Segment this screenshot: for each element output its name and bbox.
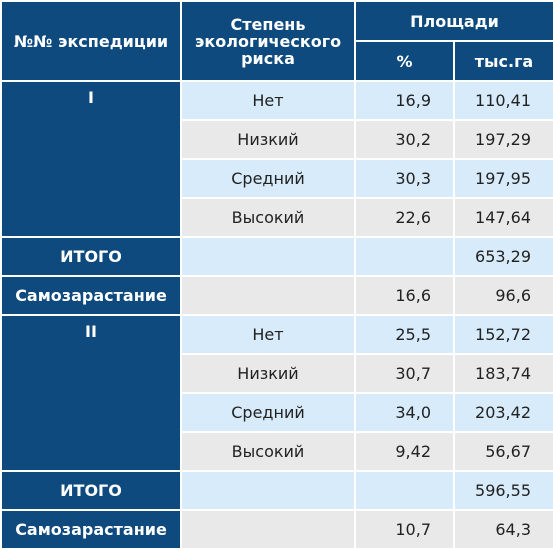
risk-level: Высокий [180,197,356,238]
risk-level: Низкий [180,353,356,394]
percent-value: 16,9 [354,80,455,121]
regrowth-label: Самозарастание [0,509,182,550]
table-row: Высокий 22,6 147,64 [1,197,553,238]
risk-level: Высокий [180,431,356,472]
header-thousand-ha: тыс.га [453,40,553,82]
percent-value: 22,6 [354,197,455,238]
percent-value: 30,7 [354,353,455,394]
area-value: 183,74 [453,353,553,394]
empty-cell [180,236,356,277]
expedition-number: II [0,314,182,472]
total-row: ИТОГО 596,55 [0,470,553,511]
percent-value: 10,7 [354,509,455,550]
table-row: I Нет 16,9 110,41 [0,80,553,238]
total-row: ИТОГО 653,29 [0,236,553,277]
area-value: 203,42 [453,392,553,433]
total-label: ИТОГО [0,236,182,277]
area-value: 197,95 [453,158,553,199]
header-risk-level: Степень экологического риска [180,0,356,82]
risk-level: Средний [180,392,356,433]
empty-cell [180,275,356,316]
table-row: Низкий 30,7 183,74 [1,353,553,394]
empty-cell [354,470,455,511]
area-value: 110,41 [453,80,553,121]
table-row: Средний 30,3 197,95 [1,158,553,199]
header-expedition: №№ экспедиции [0,0,182,82]
empty-cell [180,509,356,550]
area-value: 64,3 [453,509,553,550]
percent-value: 25,5 [354,314,455,355]
area-value: 152,72 [453,314,553,355]
regrowth-row: Самозарастание 16,6 96,6 [0,275,553,316]
risk-level: Нет [180,314,356,355]
table-row: Низкий 30,2 197,29 [1,119,553,160]
empty-cell [180,470,356,511]
risk-level: Низкий [180,119,356,160]
percent-value: 30,3 [354,158,455,199]
percent-value: 30,2 [354,119,455,160]
regrowth-label: Самозарастание [0,275,182,316]
area-value: 197,29 [453,119,553,160]
empty-cell [354,236,455,277]
risk-level: Средний [180,158,356,199]
header-area: Площади [354,0,553,42]
area-value: 147,64 [453,197,553,238]
expedition-number: I [0,80,182,238]
regrowth-row: Самозарастание 10,7 64,3 [0,509,553,550]
total-label: ИТОГО [0,470,182,511]
total-area-value: 653,29 [453,236,553,277]
area-value: 96,6 [453,275,553,316]
table-row: II Нет 25,5 152,72 [0,314,553,472]
percent-value: 34,0 [354,392,455,433]
percent-value: 16,6 [354,275,455,316]
percent-value: 9,42 [354,431,455,472]
table-row: Средний 34,0 203,42 [1,392,553,433]
area-value: 56,67 [453,431,553,472]
table-row: Высокий 9,42 56,67 [1,431,553,472]
risk-level: Нет [180,80,356,121]
total-area-value: 596,55 [453,470,553,511]
header-percent: % [354,40,455,82]
